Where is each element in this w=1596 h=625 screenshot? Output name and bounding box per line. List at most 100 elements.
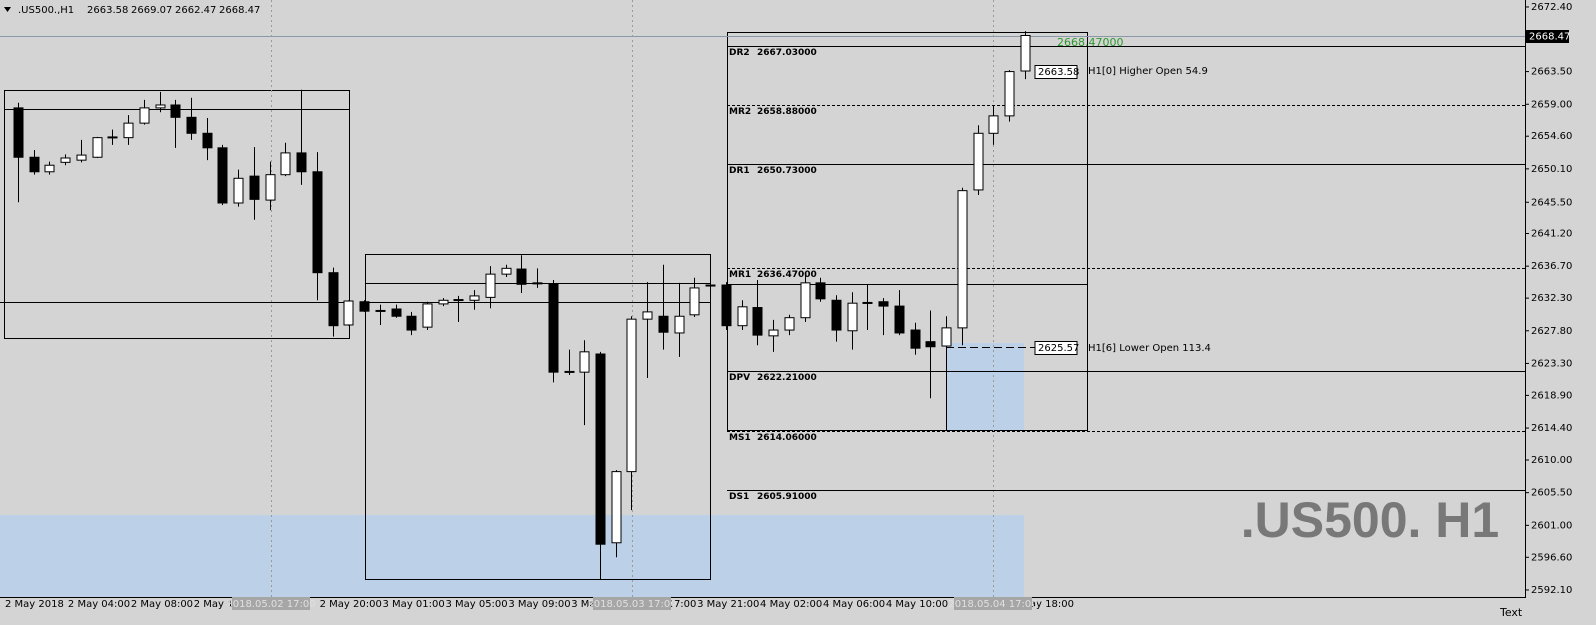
candle-body xyxy=(60,157,71,163)
separator-label: 2018.05.04 17:00 xyxy=(948,599,1037,610)
candle-body xyxy=(689,287,700,316)
price-box xyxy=(1034,65,1078,79)
range-box xyxy=(727,32,1088,431)
candle-body xyxy=(611,471,622,544)
candle-body xyxy=(721,284,732,327)
separator-label: 2018.05.03 17:00 xyxy=(587,599,676,610)
candle-body xyxy=(579,351,590,373)
x-tick-label: 2 May 08:00 xyxy=(131,599,193,610)
candle-body xyxy=(328,272,339,327)
candle-body xyxy=(501,267,512,275)
level-name: MR1 xyxy=(729,270,751,280)
candle-body xyxy=(92,137,103,158)
candle-body xyxy=(438,299,449,305)
candle-body xyxy=(1020,35,1031,72)
candle-body xyxy=(1004,71,1015,117)
watermark: .US500. H1 xyxy=(1241,492,1499,548)
x-tick-label: 2 May 04:00 xyxy=(68,599,130,610)
annotation: 2663.58 xyxy=(1038,67,1079,78)
candle-body xyxy=(532,282,543,285)
y-tick-label: 2650.10 xyxy=(1531,164,1572,175)
x-tick-label: 4 May 18:00 xyxy=(1012,599,1074,610)
candle-body xyxy=(139,107,150,124)
candle-body xyxy=(925,341,936,348)
candle-body xyxy=(29,156,40,173)
candle-body xyxy=(406,315,417,331)
x-tick-label: 4 May 10:00 xyxy=(886,599,948,610)
x-tick-label: 2 May 2018 xyxy=(5,599,64,610)
candle-body xyxy=(548,283,559,373)
y-tick-label: 2596.60 xyxy=(1531,552,1572,563)
annotation: H1[0] Higher Open 54.9 xyxy=(1088,66,1208,77)
candle-body xyxy=(469,295,480,301)
separator-label: 2018.05.02 17:00 xyxy=(226,599,315,610)
chart-title: .US500.,H1 xyxy=(18,5,74,16)
level-name: MS1 xyxy=(729,433,751,443)
y-tick-label: 2672.40 xyxy=(1531,2,1572,13)
candle-body xyxy=(76,154,87,161)
annotation: 2625.57 xyxy=(1038,343,1079,354)
candle-body xyxy=(391,308,402,317)
candle-body xyxy=(800,282,811,319)
price-tag xyxy=(1525,30,1569,43)
candle-body xyxy=(13,107,24,158)
candle-body xyxy=(973,132,984,191)
y-tick-label: 2641.20 xyxy=(1531,228,1572,239)
x-tick-label: 2 May 12:00 xyxy=(194,599,256,610)
separator-tag xyxy=(232,597,310,610)
candle-body xyxy=(375,309,386,312)
candle-body xyxy=(878,301,889,307)
menu-arrow xyxy=(4,7,11,12)
y-tick-label: 2632.30 xyxy=(1531,293,1572,304)
x-tick-label: 3 May 09:00 xyxy=(508,599,570,610)
candle-body xyxy=(233,177,244,204)
level-name: MR2 xyxy=(729,107,751,117)
candle-body xyxy=(123,122,134,139)
level-value: 2636.47000 xyxy=(757,270,817,280)
level-value: 2614.06000 xyxy=(757,433,817,443)
y-tick-label: 2592.10 xyxy=(1531,585,1572,596)
x-tick-label: 4 May 06:00 xyxy=(823,599,885,610)
y-tick-label: 2654.60 xyxy=(1531,131,1572,142)
candle-body xyxy=(359,301,370,312)
candle-body xyxy=(343,300,354,326)
x-tick-label: 3 May 21:00 xyxy=(697,599,759,610)
annotation: 2668.47000 xyxy=(1057,36,1123,49)
y-tick-label: 2601.00 xyxy=(1531,520,1572,531)
candle-body xyxy=(312,171,323,274)
x-tick-label: 3 May 05:00 xyxy=(445,599,507,610)
candle-body xyxy=(957,190,968,329)
candle-body xyxy=(422,303,433,328)
candle-body xyxy=(155,104,166,109)
candle-body xyxy=(296,152,307,173)
x-tick-label: 3 May 01:00 xyxy=(383,599,445,610)
candle-body xyxy=(44,164,55,173)
header-ohlc: 2668.47 xyxy=(219,5,260,16)
candle-body xyxy=(265,174,276,201)
y-tick-label: 2623.30 xyxy=(1531,358,1572,369)
y-tick-label: 2663.50 xyxy=(1531,67,1572,78)
candle-body xyxy=(186,116,197,134)
candle-body xyxy=(249,175,260,200)
range-box xyxy=(4,90,350,339)
candle-body xyxy=(768,329,779,337)
price-box xyxy=(1034,341,1078,355)
header-ohlc: 2669.07 xyxy=(131,5,172,16)
candle-body xyxy=(170,104,181,118)
candle-body xyxy=(516,268,527,285)
y-tick-label: 2605.50 xyxy=(1531,488,1572,499)
candle-body xyxy=(658,315,669,333)
candle-body xyxy=(626,318,637,473)
level-name: DS1 xyxy=(729,492,749,502)
x-tick-label: 2 May 20:00 xyxy=(320,599,382,610)
candle-body xyxy=(705,284,716,287)
candle-body xyxy=(941,327,952,347)
level-value: 2667.03000 xyxy=(757,48,817,58)
candle-body xyxy=(217,147,228,204)
shaded-zone xyxy=(946,343,1024,431)
candle-body xyxy=(894,305,905,334)
candle-body xyxy=(107,136,118,139)
separator-tag xyxy=(954,597,1032,610)
